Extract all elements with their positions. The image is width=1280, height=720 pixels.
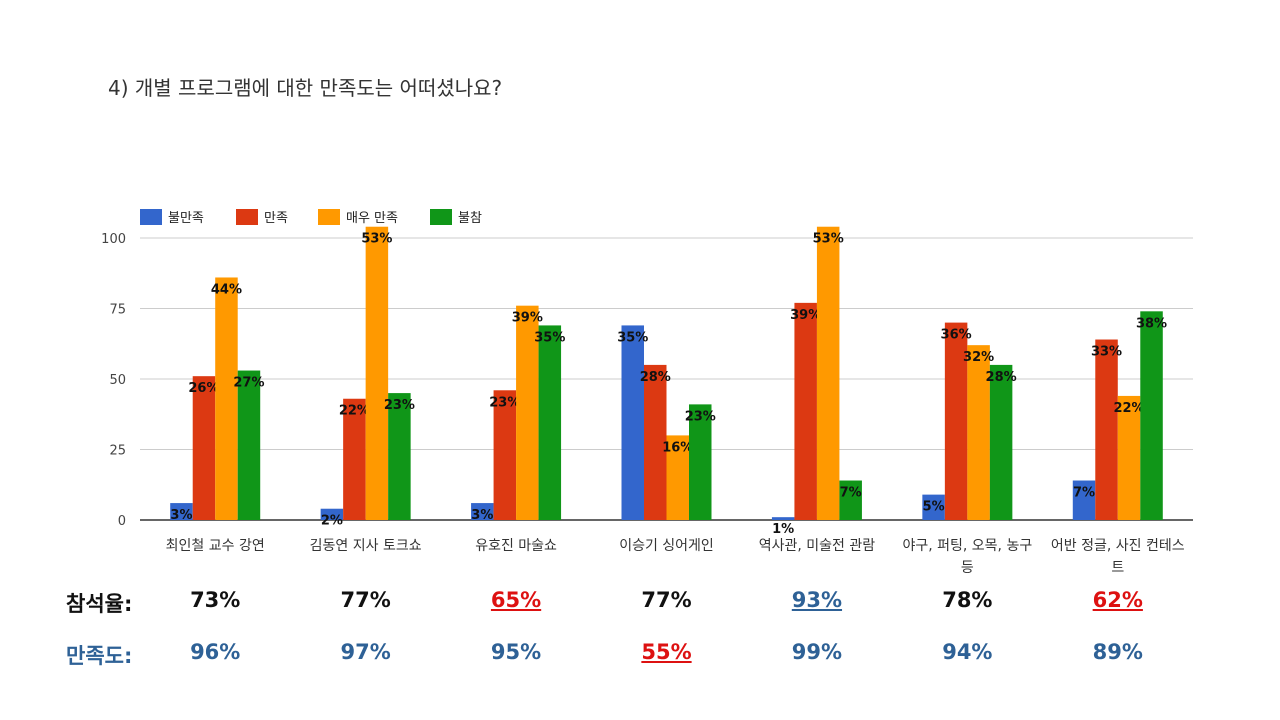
bar <box>922 494 945 520</box>
data-label: 44% <box>211 282 242 297</box>
legend-swatch <box>236 209 258 225</box>
legend-entry: 불참 <box>458 211 482 226</box>
legend-entry: 매우 만족 <box>346 211 398 226</box>
data-label: 16% <box>662 440 693 455</box>
bar <box>621 325 644 520</box>
legend-swatch <box>430 209 452 225</box>
bar <box>944 322 968 520</box>
bar <box>1117 395 1141 520</box>
bar <box>516 305 539 520</box>
y-tick-label: 25 <box>109 444 126 459</box>
bar <box>989 364 1013 520</box>
data-label: 53% <box>361 232 392 247</box>
bar <box>237 370 261 520</box>
bar <box>192 376 216 520</box>
legend-entry: 불만족 <box>168 211 204 226</box>
attendance-value: 65% <box>490 588 542 612</box>
satisfaction-value: 97% <box>340 640 391 664</box>
x-tick-label: 트 <box>1111 560 1124 576</box>
data-label: 35% <box>617 330 648 345</box>
data-label: 7% <box>1073 486 1095 501</box>
satisfaction-value: 55% <box>641 640 692 664</box>
data-label: 38% <box>1136 316 1167 331</box>
data-label: 28% <box>640 370 671 385</box>
y-tick-label: 100 <box>101 232 126 247</box>
data-label: 3% <box>471 508 493 523</box>
bar <box>644 364 667 520</box>
x-tick-label: 이승기 싱어게인 <box>619 538 714 554</box>
bar <box>471 503 494 520</box>
x-tick-label: 김동연 지사 토크쇼 <box>310 538 422 554</box>
bar <box>666 435 689 520</box>
attendance-value: 77% <box>340 588 391 612</box>
attendance-value: 78% <box>942 588 993 612</box>
bar <box>689 404 712 520</box>
bar <box>215 277 238 520</box>
attendance-value: 73% <box>190 588 241 612</box>
satisfaction-bar-chart: 0 25 50 75 100 3% 26% 44% 27% 최인철 교수 강연 2% 22% 53% 23… <box>101 209 1193 576</box>
bar <box>170 503 193 520</box>
data-label: 22% <box>339 404 370 419</box>
bar <box>967 345 990 520</box>
data-label: 23% <box>685 409 716 424</box>
legend-entry: 만족 <box>264 211 288 226</box>
y-tick-label: 0 <box>118 514 126 529</box>
data-label: 3% <box>170 508 192 523</box>
data-label: 53% <box>813 232 844 247</box>
x-tick-label: 유호진 마술쇼 <box>475 538 557 554</box>
x-tick-label: 역사관, 미술전 관람 <box>759 538 876 554</box>
data-label: 23% <box>489 395 520 410</box>
data-label: 22% <box>1113 401 1144 416</box>
x-tick-label: 최인철 교수 강연 <box>166 538 265 554</box>
x-tick-label: 어반 정글, 사진 컨테스 <box>1051 538 1185 554</box>
bar <box>1095 339 1118 520</box>
bar <box>365 226 389 520</box>
data-label: 35% <box>534 330 565 345</box>
satisfaction-value: 99% <box>791 640 843 664</box>
attendance-value: 62% <box>1092 588 1143 612</box>
bar <box>839 480 862 520</box>
data-label: 7% <box>840 486 862 501</box>
data-label: 32% <box>963 350 994 365</box>
bar <box>816 226 840 520</box>
data-label: 26% <box>188 381 219 396</box>
satisfaction-value: 95% <box>490 640 542 664</box>
bar <box>771 517 795 520</box>
attendance-label: 참석율: <box>66 592 133 616</box>
bar <box>343 398 366 520</box>
satisfaction-row: 만족도: 96% 97% 95% 55% 99% 94% 89% <box>0 640 1280 680</box>
legend-swatch <box>318 209 340 225</box>
data-label: 23% <box>384 398 415 413</box>
data-label: 36% <box>941 328 972 343</box>
bar <box>320 508 344 520</box>
x-tick-label: 등 <box>961 560 974 576</box>
x-tick-label: 야구, 퍼팅, 오목, 농구 <box>902 538 1032 554</box>
legend-swatch <box>140 209 162 225</box>
satisfaction-value: 94% <box>942 640 993 664</box>
data-label: 5% <box>923 500 945 515</box>
data-label: 27% <box>233 376 264 391</box>
data-label: 33% <box>1091 345 1122 360</box>
attendance-value: 77% <box>641 588 692 612</box>
y-tick-label: 75 <box>109 303 126 318</box>
bar <box>1140 311 1163 520</box>
y-tick-label: 50 <box>109 373 126 388</box>
slide-title: 4) 개별 프로그램에 대한 만족도는 어떠셨나요? <box>108 76 503 100</box>
data-label: 2% <box>321 514 343 529</box>
attendance-value: 93% <box>791 588 843 612</box>
bar <box>538 325 562 520</box>
data-label: 39% <box>790 308 821 323</box>
bar <box>1072 480 1096 520</box>
satisfaction-value: 89% <box>1092 640 1143 664</box>
data-label: 39% <box>512 311 543 326</box>
bar <box>388 393 411 520</box>
bar <box>493 390 517 520</box>
bar <box>794 302 817 520</box>
satisfaction-label: 만족도: <box>66 644 133 668</box>
attendance-row: 참석율: 73% 77% 65% 77% 93% 78% 62% <box>0 588 1280 628</box>
data-label: 1% <box>772 522 794 537</box>
data-label: 28% <box>986 370 1017 385</box>
satisfaction-value: 96% <box>190 640 241 664</box>
